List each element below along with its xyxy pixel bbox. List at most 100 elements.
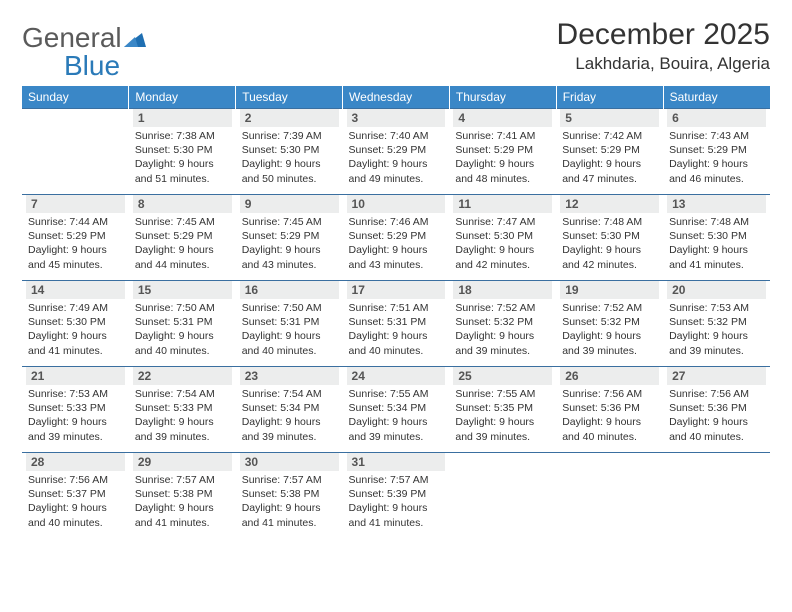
sunrise-text: Sunrise: 7:48 AM <box>669 215 764 229</box>
day-cell-inner: 28 Sunrise: 7:56 AMSunset: 5:37 PMDayligh… <box>22 453 129 533</box>
day-number: 26 <box>560 367 659 385</box>
sunset-text: Sunset: 5:30 PM <box>135 143 230 157</box>
title-block: December 2025 Lakhdaria, Bouira, Algeria <box>557 18 770 74</box>
sunset-text: Sunset: 5:32 PM <box>562 315 657 329</box>
day-cell-inner: 20Sunrise: 7:53 AMSunset: 5:32 PMDayligh… <box>663 281 770 361</box>
day-info: Sunrise: 7:57 AMSunset: 5:39 PMDaylight:… <box>347 473 446 530</box>
sunrise-text: Sunrise: 7:56 AM <box>562 387 657 401</box>
day-cell-inner: 21Sunrise: 7:53 AMSunset: 5:33 PMDayligh… <box>22 367 129 447</box>
day-cell: 15Sunrise: 7:50 AMSunset: 5:31 PMDayligh… <box>129 281 236 367</box>
daylight-text: Daylight: 9 hours and 44 minutes. <box>135 243 230 271</box>
day-cell: 23Sunrise: 7:54 AMSunset: 5:34 PMDayligh… <box>236 367 343 453</box>
location: Lakhdaria, Bouira, Algeria <box>557 54 770 74</box>
sunrise-text: Sunrise: 7:51 AM <box>349 301 444 315</box>
day-cell-inner <box>22 109 129 132</box>
page: General Blue December 2025 Lakhdaria, Bo… <box>0 0 792 549</box>
day-cell-inner: 10Sunrise: 7:46 AMSunset: 5:29 PMDayligh… <box>343 195 450 275</box>
sunrise-text: Sunrise: 7:53 AM <box>669 301 764 315</box>
day-info: Sunrise: 7:40 AMSunset: 5:29 PMDaylight:… <box>347 129 446 186</box>
day-cell-inner <box>449 453 556 476</box>
daylight-text: Daylight: 9 hours and 50 minutes. <box>242 157 337 185</box>
sunset-text: Sunset: 5:31 PM <box>349 315 444 329</box>
daylight-text: Daylight: 9 hours and 39 minutes. <box>669 329 764 357</box>
day-number: 10 <box>347 195 446 213</box>
sunset-text: Sunset: 5:37 PM <box>28 487 123 501</box>
day-info: Sunrise: 7:54 AMSunset: 5:33 PMDaylight:… <box>133 387 232 444</box>
day-header: Wednesday <box>343 86 450 109</box>
day-number: 19 <box>560 281 659 299</box>
day-number: 8 <box>133 195 232 213</box>
sunrise-text: Sunrise: 7:38 AM <box>135 129 230 143</box>
day-cell-inner: 2Sunrise: 7:39 AMSunset: 5:30 PMDaylight… <box>236 109 343 189</box>
day-header: Monday <box>129 86 236 109</box>
day-cell: 26Sunrise: 7:56 AMSunset: 5:36 PMDayligh… <box>556 367 663 453</box>
sunset-text: Sunset: 5:35 PM <box>455 401 550 415</box>
sunset-text: Sunset: 5:30 PM <box>28 315 123 329</box>
day-cell-inner: 26Sunrise: 7:56 AMSunset: 5:36 PMDayligh… <box>556 367 663 447</box>
sunrise-text: Sunrise: 7:49 AM <box>28 301 123 315</box>
day-cell: 27Sunrise: 7:56 AMSunset: 5:36 PMDayligh… <box>663 367 770 453</box>
day-cell-inner: 29Sunrise: 7:57 AMSunset: 5:38 PMDayligh… <box>129 453 236 533</box>
day-info: Sunrise: 7:49 AMSunset: 5:30 PMDaylight:… <box>26 301 125 358</box>
sunset-text: Sunset: 5:29 PM <box>349 229 444 243</box>
day-number: 20 <box>667 281 766 299</box>
sunrise-text: Sunrise: 7:52 AM <box>455 301 550 315</box>
sunset-text: Sunset: 5:29 PM <box>562 143 657 157</box>
sunset-text: Sunset: 5:31 PM <box>135 315 230 329</box>
day-info: Sunrise: 7:48 AMSunset: 5:30 PMDaylight:… <box>560 215 659 272</box>
day-cell: 8Sunrise: 7:45 AMSunset: 5:29 PMDaylight… <box>129 195 236 281</box>
day-cell-inner: 7Sunrise: 7:44 AMSunset: 5:29 PMDaylight… <box>22 195 129 275</box>
logo: General Blue <box>22 18 146 80</box>
day-info: Sunrise: 7:52 AMSunset: 5:32 PMDaylight:… <box>453 301 552 358</box>
day-cell: 29Sunrise: 7:57 AMSunset: 5:38 PMDayligh… <box>129 453 236 539</box>
day-cell <box>449 453 556 539</box>
day-cell: 19 Sunrise: 7:52 AMSunset: 5:32 PMDayligh… <box>556 281 663 367</box>
day-header: Friday <box>556 86 663 109</box>
sunset-text: Sunset: 5:29 PM <box>242 229 337 243</box>
day-info: Sunrise: 7:51 AMSunset: 5:31 PMDaylight:… <box>347 301 446 358</box>
day-cell-inner: 1Sunrise: 7:38 AMSunset: 5:30 PMDaylight… <box>129 109 236 189</box>
day-info: Sunrise: 7:52 AMSunset: 5:32 PMDaylight:… <box>560 301 659 358</box>
day-number: 31 <box>347 453 446 471</box>
sunset-text: Sunset: 5:38 PM <box>242 487 337 501</box>
daylight-text: Daylight: 9 hours and 40 minutes. <box>349 329 444 357</box>
day-cell: 6Sunrise: 7:43 AMSunset: 5:29 PMDaylight… <box>663 109 770 195</box>
day-header: Thursday <box>449 86 556 109</box>
sunset-text: Sunset: 5:34 PM <box>242 401 337 415</box>
logo-text: General Blue <box>22 24 146 80</box>
day-header: Saturday <box>663 86 770 109</box>
day-cell-inner: 25Sunrise: 7:55 AMSunset: 5:35 PMDayligh… <box>449 367 556 447</box>
sunset-text: Sunset: 5:29 PM <box>455 143 550 157</box>
week-row: 21Sunrise: 7:53 AMSunset: 5:33 PMDayligh… <box>22 367 770 453</box>
sunrise-text: Sunrise: 7:55 AM <box>455 387 550 401</box>
sunrise-text: Sunrise: 7:56 AM <box>669 387 764 401</box>
day-cell <box>22 109 129 195</box>
sunset-text: Sunset: 5:33 PM <box>28 401 123 415</box>
daylight-text: Daylight: 9 hours and 48 minutes. <box>455 157 550 185</box>
sunrise-text: Sunrise: 7:43 AM <box>669 129 764 143</box>
sunset-text: Sunset: 5:39 PM <box>349 487 444 501</box>
sunrise-text: Sunrise: 7:53 AM <box>28 387 123 401</box>
sunrise-text: Sunrise: 7:46 AM <box>349 215 444 229</box>
day-number: 17 <box>347 281 446 299</box>
day-info: Sunrise: 7:38 AMSunset: 5:30 PMDaylight:… <box>133 129 232 186</box>
day-info: Sunrise: 7:45 AMSunset: 5:29 PMDaylight:… <box>240 215 339 272</box>
day-info: Sunrise: 7:39 AMSunset: 5:30 PMDaylight:… <box>240 129 339 186</box>
sunrise-text: Sunrise: 7:48 AM <box>562 215 657 229</box>
daylight-text: Daylight: 9 hours and 40 minutes. <box>242 329 337 357</box>
day-info: Sunrise: 7:56 AMSunset: 5:37 PMDaylight:… <box>26 473 125 530</box>
day-cell: 5Sunrise: 7:42 AMSunset: 5:29 PMDaylight… <box>556 109 663 195</box>
logo-icon <box>124 22 146 53</box>
day-number: 11 <box>453 195 552 213</box>
sunrise-text: Sunrise: 7:57 AM <box>135 473 230 487</box>
day-info: Sunrise: 7:42 AMSunset: 5:29 PMDaylight:… <box>560 129 659 186</box>
sunset-text: Sunset: 5:29 PM <box>28 229 123 243</box>
day-cell-inner: 31 Sunrise: 7:57 AMSunset: 5:39 PMDayligh… <box>343 453 450 533</box>
sunrise-text: Sunrise: 7:47 AM <box>455 215 550 229</box>
day-number: 4 <box>453 109 552 127</box>
day-info: Sunrise: 7:55 AMSunset: 5:35 PMDaylight:… <box>453 387 552 444</box>
daylight-text: Daylight: 9 hours and 41 minutes. <box>28 329 123 357</box>
day-number: 23 <box>240 367 339 385</box>
sunrise-text: Sunrise: 7:54 AM <box>242 387 337 401</box>
day-number: 28 <box>26 453 125 471</box>
